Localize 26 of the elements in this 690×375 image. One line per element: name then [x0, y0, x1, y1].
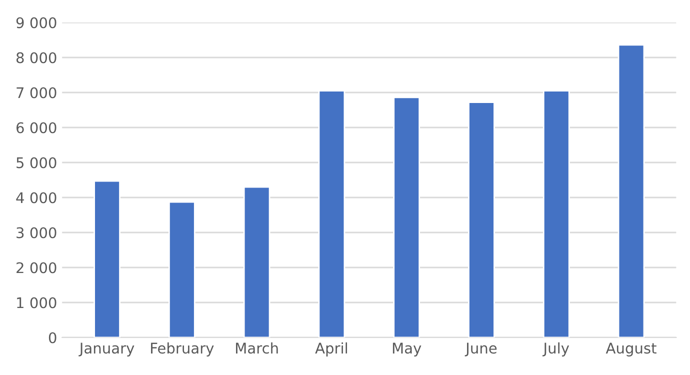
y-tick-label: 9 000: [16, 17, 56, 28]
y-tick-label: 3 000: [16, 227, 56, 238]
y-tick-label: 7 000: [16, 87, 56, 98]
x-tick-label: January: [78, 342, 134, 356]
y-tick-label: 0: [48, 332, 56, 344]
bar: [542, 90, 570, 338]
bar: [94, 180, 120, 338]
x-tick-label: July: [542, 342, 570, 356]
y-tick-label: 8 000: [16, 52, 56, 64]
y-tick-label: 5 000: [16, 157, 56, 168]
x-tick-label: March: [236, 342, 278, 354]
x-tick-label: May: [392, 342, 422, 356]
y-tick-label: 2 000: [16, 262, 56, 274]
bar: [243, 186, 270, 338]
y-tick-label: 6 000: [16, 122, 56, 134]
bar: [468, 102, 495, 338]
y-tick-label: 4 000: [16, 192, 56, 204]
x-tick-label: June: [464, 342, 497, 356]
bar: [618, 44, 645, 338]
bar: [393, 96, 420, 338]
bar: [318, 90, 346, 338]
x-tick-label: February: [151, 342, 214, 356]
bar: [168, 201, 196, 338]
y-tick-label: 1 000: [17, 297, 56, 308]
x-tick-label: August: [606, 342, 656, 356]
x-tick-label: April: [315, 342, 348, 356]
